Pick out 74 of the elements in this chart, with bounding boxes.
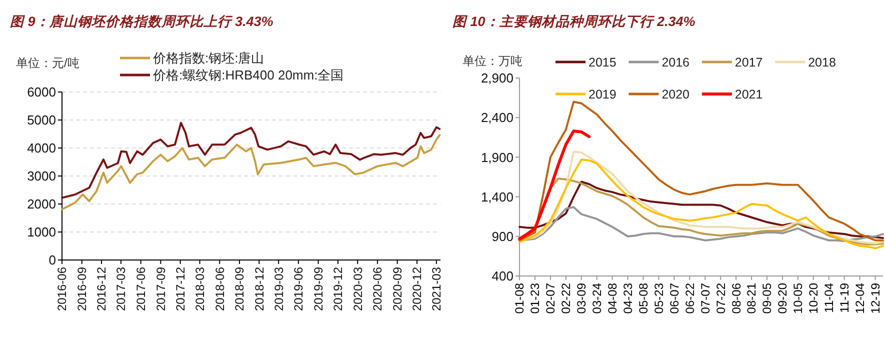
x-tick-label: 07-22 bbox=[714, 282, 728, 314]
x-tick-label: 2017-09 bbox=[154, 266, 168, 312]
x-tick-label: 2016-09 bbox=[75, 266, 90, 312]
x-tick-label: 2019-03 bbox=[272, 266, 286, 312]
x-tick-label: 12-19 bbox=[868, 282, 882, 314]
x-tick-label: 09-05 bbox=[760, 282, 774, 314]
x-tick-label: 06-07 bbox=[667, 282, 682, 314]
legend-label: 2017 bbox=[734, 55, 763, 70]
x-tick-label: 2020-06 bbox=[370, 266, 385, 312]
x-tick-label: 02-07 bbox=[544, 282, 558, 314]
chart-title: 图 10：主要钢材品种周环比下行 2.34% bbox=[452, 14, 696, 29]
x-tick-label: 2016-06 bbox=[55, 266, 70, 312]
y-tick-label: 0 bbox=[48, 252, 56, 268]
line-series bbox=[518, 100, 884, 242]
x-tick-label: 05-08 bbox=[636, 282, 650, 314]
x-tick-label: 2017-03 bbox=[114, 266, 128, 312]
y-tick-label: 1000 bbox=[27, 224, 56, 240]
x-tick-label: 2018-09 bbox=[232, 266, 247, 312]
x-tick-label: 2020-03 bbox=[350, 266, 365, 312]
x-tick-label: 07-07 bbox=[698, 282, 712, 314]
y-tick-label: 900 bbox=[492, 228, 514, 244]
x-tick-label: 05-23 bbox=[652, 282, 666, 314]
line-series bbox=[61, 122, 441, 199]
legend-label: 2018 bbox=[808, 55, 836, 70]
x-tick-label: 03-09 bbox=[574, 282, 589, 314]
y-axis-title: 单位：元/吨 bbox=[16, 56, 80, 70]
x-tick-label: 2018-12 bbox=[252, 266, 266, 312]
x-tick-label: 03-24 bbox=[590, 282, 604, 314]
legend-label: 2019 bbox=[588, 87, 616, 102]
x-tick-label: 11-04 bbox=[822, 282, 836, 313]
x-tick-label: 01-23 bbox=[528, 282, 542, 314]
x-tick-label: 2017-12 bbox=[174, 266, 188, 312]
x-tick-label: 2019-09 bbox=[311, 266, 326, 312]
y-tick-label: 6000 bbox=[27, 84, 56, 100]
line-series bbox=[61, 134, 441, 210]
y-tick-label: 2,400 bbox=[480, 110, 514, 126]
y-tick-label: 1,400 bbox=[480, 189, 514, 204]
y-tick-label: 5000 bbox=[27, 112, 56, 128]
y-axis-title: 单位：万吨 bbox=[462, 54, 522, 68]
x-tick-label: 12-04 bbox=[853, 282, 867, 314]
legend-label: 2021 bbox=[734, 87, 763, 102]
y-tick-label: 400 bbox=[492, 268, 514, 284]
y-tick-label: 4000 bbox=[27, 140, 56, 156]
x-tick-label: 11-19 bbox=[838, 282, 852, 313]
x-tick-label: 2016-12 bbox=[94, 266, 109, 312]
x-tick-label: 10-05 bbox=[791, 282, 806, 314]
y-tick-label: 3000 bbox=[27, 168, 56, 184]
legend-label: 价格:螺纹钢:HRB400 20mm:全国 bbox=[152, 68, 344, 83]
x-tick-label: 2020-09 bbox=[390, 266, 405, 312]
line-series bbox=[518, 130, 591, 240]
legend-label: 2020 bbox=[662, 87, 690, 102]
legend-label: 2015 bbox=[588, 55, 616, 70]
legend-label: 价格指数:钢坯:唐山 bbox=[152, 50, 264, 66]
y-tick-label: 2000 bbox=[27, 196, 56, 212]
x-tick-label: 06-22 bbox=[682, 282, 697, 314]
x-tick-label: 08-21 bbox=[744, 282, 759, 314]
y-tick-label: 1,900 bbox=[480, 150, 514, 165]
x-tick-label: 09-20 bbox=[776, 282, 790, 314]
x-tick-label: 01-08 bbox=[512, 282, 527, 314]
x-tick-label: 2018-03 bbox=[192, 266, 207, 312]
y-tick-label: 2,900 bbox=[480, 70, 514, 86]
x-tick-label: 08-06 bbox=[729, 282, 744, 314]
x-tick-label: 2020-12 bbox=[410, 266, 424, 312]
x-tick-label: 2021-03 bbox=[430, 266, 444, 312]
x-tick-label: 04-08 bbox=[606, 282, 620, 314]
legend-label: 2016 bbox=[662, 55, 690, 70]
x-tick-label: 2019-06 bbox=[292, 266, 306, 312]
x-tick-label: 02-22 bbox=[559, 282, 574, 314]
x-tick-label: 04-23 bbox=[620, 282, 635, 314]
x-tick-label: 2019-12 bbox=[331, 266, 346, 312]
x-tick-label: 10-20 bbox=[806, 282, 821, 314]
x-tick-label: 2018-06 bbox=[212, 266, 227, 312]
chart-title: 图 9：唐山钢坯价格指数周环比上行 3.43% bbox=[10, 14, 274, 29]
x-tick-label: 2017-06 bbox=[134, 266, 148, 312]
